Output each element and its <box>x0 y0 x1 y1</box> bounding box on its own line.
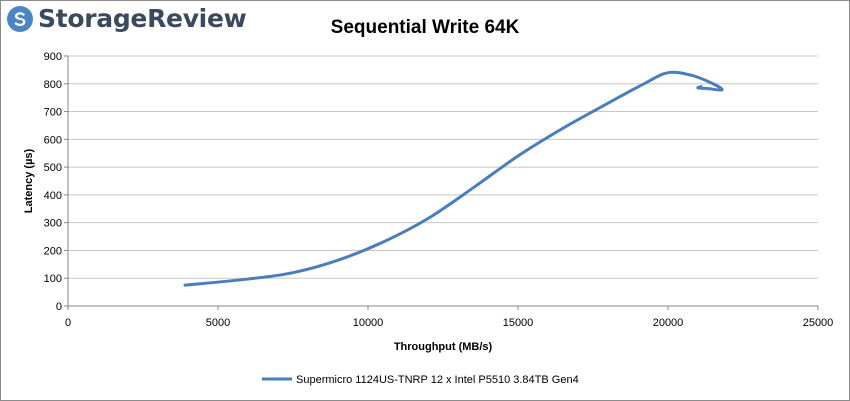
y-tick-label: 300 <box>44 218 62 230</box>
y-tick-label: 100 <box>44 273 62 285</box>
legend: Supermicro 1124US-TNRP 12 x Intel P5510 … <box>262 374 579 386</box>
chart-title: Sequential Write 64K <box>331 17 520 38</box>
y-axis-title: Latency (µs) <box>23 148 35 213</box>
x-axis-title: Throughput (MB/s) <box>394 341 493 353</box>
x-tick-label: 5000 <box>206 317 230 329</box>
y-tick-label: 400 <box>44 190 62 202</box>
series-lines <box>183 70 724 287</box>
y-tick-label: 700 <box>44 107 62 119</box>
y-tick-labels: 0 100 200 300 400 500 600 700 800 900 <box>44 51 62 313</box>
brand-logo: StorageReview <box>6 4 247 33</box>
y-tick-label: 500 <box>44 162 62 174</box>
y-tick-label: 800 <box>44 79 62 91</box>
x-tick-label: 10000 <box>353 317 384 329</box>
grid-lines <box>68 55 818 279</box>
storagereview-logo-icon <box>7 5 33 32</box>
y-tick-label: 200 <box>44 245 62 257</box>
y-tick-label: 0 <box>56 301 62 313</box>
axes <box>64 55 819 310</box>
x-tick-label: 20000 <box>653 317 684 329</box>
y-tick-label: 600 <box>44 134 62 146</box>
x-tick-label: 15000 <box>503 317 534 329</box>
series-line-0 <box>183 70 724 287</box>
legend-label: Supermicro 1124US-TNRP 12 x Intel P5510 … <box>296 374 579 386</box>
x-tick-labels: 0 5000 10000 15000 20000 25000 <box>65 317 833 329</box>
y-tick-label: 900 <box>44 51 62 63</box>
brand-name: StorageReview <box>38 4 247 33</box>
x-tick-label: 25000 <box>803 317 834 329</box>
x-tick-label: 0 <box>65 317 71 329</box>
